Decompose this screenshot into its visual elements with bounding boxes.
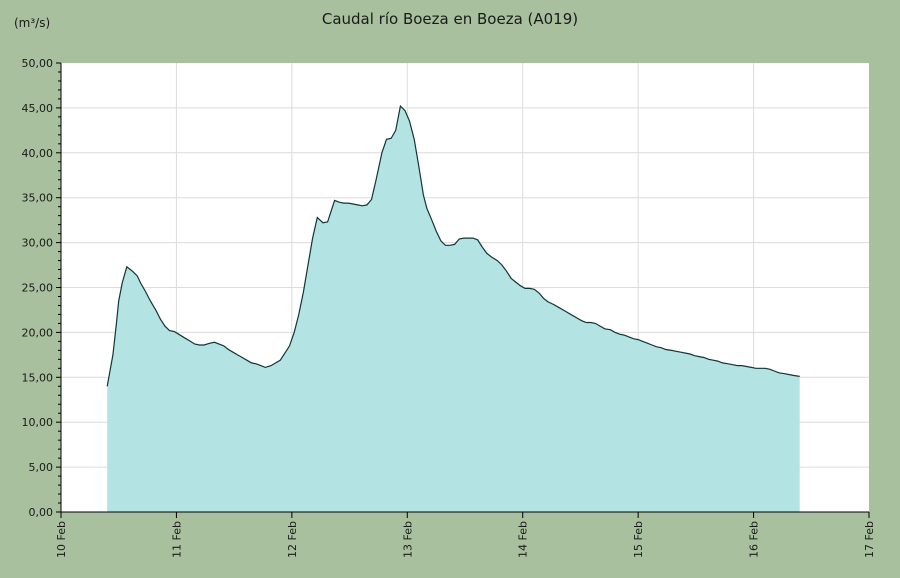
y-tick-label: 35,00 bbox=[22, 192, 54, 205]
y-tick-label: 20,00 bbox=[22, 326, 54, 339]
y-tick-label: 30,00 bbox=[22, 237, 54, 250]
y-axis-unit-label: (m³/s) bbox=[14, 16, 50, 30]
y-tick-label: 25,00 bbox=[22, 282, 54, 295]
series-layer bbox=[106, 104, 800, 512]
x-tick-label: 14 Feb bbox=[517, 521, 530, 558]
x-tick-label: 10 Feb bbox=[55, 521, 68, 558]
y-axis-ticks: 0,00 5,00 10,00 15,00 20,00 25,00 30,00 35,00 40… bbox=[22, 57, 61, 519]
x-axis-ticks: 10 Feb 11 Feb 12 Feb 13 Feb 14 Feb 15 Feb 16 F… bbox=[55, 512, 876, 558]
y-tick-label: 45,00 bbox=[22, 102, 54, 115]
flow-area-fill bbox=[107, 106, 800, 512]
flow-series-line bbox=[106, 104, 800, 387]
x-tick-label: 16 Feb bbox=[748, 521, 761, 558]
x-tick-label: 12 Feb bbox=[286, 521, 299, 558]
y-tick-label: 10,00 bbox=[22, 416, 54, 429]
x-tick-label: 17 Feb bbox=[863, 521, 876, 558]
y-tick-label: 0,00 bbox=[29, 506, 54, 519]
y-tick-label: 50,00 bbox=[22, 57, 54, 70]
x-tick-label: 11 Feb bbox=[170, 521, 183, 558]
x-tick-label: 13 Feb bbox=[401, 521, 414, 558]
y-tick-label: 15,00 bbox=[22, 371, 54, 384]
y-tick-label: 40,00 bbox=[22, 147, 54, 160]
y-tick-label: 5,00 bbox=[29, 461, 54, 474]
x-tick-label: 15 Feb bbox=[632, 521, 645, 558]
chart-title: Caudal río Boeza en Boeza (A019) bbox=[322, 10, 578, 28]
